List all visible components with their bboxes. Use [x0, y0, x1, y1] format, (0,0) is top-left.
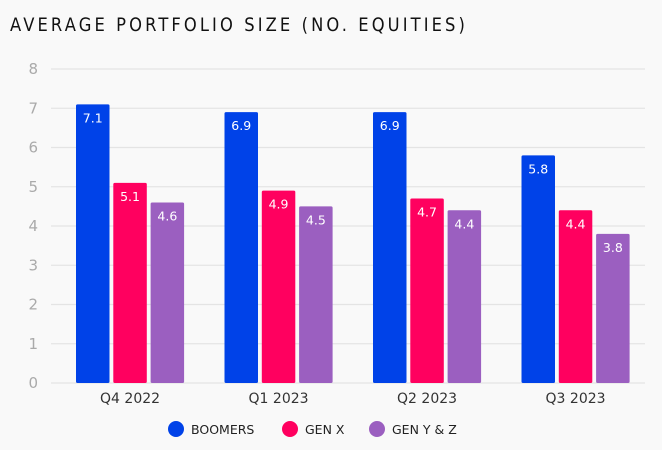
bar: [113, 182, 147, 383]
chart-title: AVERAGE PORTFOLIO SIZE (NO. EQUITIES): [10, 14, 468, 36]
data-label: 5.1: [120, 189, 140, 204]
y-tick-label: 6: [28, 139, 38, 157]
y-tick-label: 8: [28, 60, 38, 78]
x-tick-label: Q2 2023: [397, 391, 457, 407]
bar: [447, 210, 482, 383]
data-label: 7.1: [83, 110, 103, 125]
y-tick-label: 4: [28, 217, 38, 235]
y-tick-label: 7: [28, 99, 38, 117]
x-tick-label: Q3 2023: [546, 391, 606, 407]
bar: [521, 155, 555, 383]
legend-marker: [369, 421, 385, 437]
data-label: 6.9: [380, 118, 400, 133]
data-label: 4.6: [157, 208, 177, 223]
data-label: 4.7: [417, 205, 437, 220]
legend-label: GEN Y & Z: [392, 422, 457, 437]
y-tick-label: 3: [28, 256, 38, 274]
legend-marker: [282, 421, 298, 437]
bar: [373, 112, 407, 384]
data-label: 4.4: [566, 216, 586, 231]
data-label: 4.4: [454, 216, 474, 231]
x-tick-label: Q1 2023: [249, 391, 309, 407]
bar: [410, 198, 444, 383]
y-tick-label: 5: [28, 178, 38, 196]
bar: [76, 104, 110, 383]
bar: [261, 190, 296, 383]
y-tick-label: 2: [28, 296, 38, 314]
x-tick-label: Q4 2022: [100, 391, 160, 407]
data-label: 5.8: [528, 161, 548, 176]
bar: [150, 202, 185, 383]
bar: [224, 112, 258, 384]
y-tick-label: 0: [28, 374, 38, 392]
legend: BOOMERS GEN X GEN Y & Z: [168, 421, 457, 437]
y-tick-label: 1: [28, 335, 38, 353]
bar: [558, 210, 593, 383]
legend-marker: [168, 421, 184, 437]
legend-label: GEN X: [305, 422, 345, 437]
bar: [596, 233, 630, 383]
y-axis: 0 1 2 3 4 5 6 7 8: [28, 60, 38, 392]
data-label: 4.9: [269, 197, 289, 212]
x-axis: Q4 2022 Q1 2023 Q2 2023 Q3 2023: [100, 391, 606, 407]
bars: 7.1 5.1 4.6 6.9 4.9 4.5 6.9 4.7 4.4 5.8 4.4 3.8: [76, 104, 630, 384]
legend-label: BOOMERS: [191, 422, 254, 437]
data-label: 6.9: [231, 118, 251, 133]
data-label: 3.8: [603, 240, 623, 255]
bar: [299, 206, 333, 383]
data-label: 4.5: [306, 212, 326, 227]
